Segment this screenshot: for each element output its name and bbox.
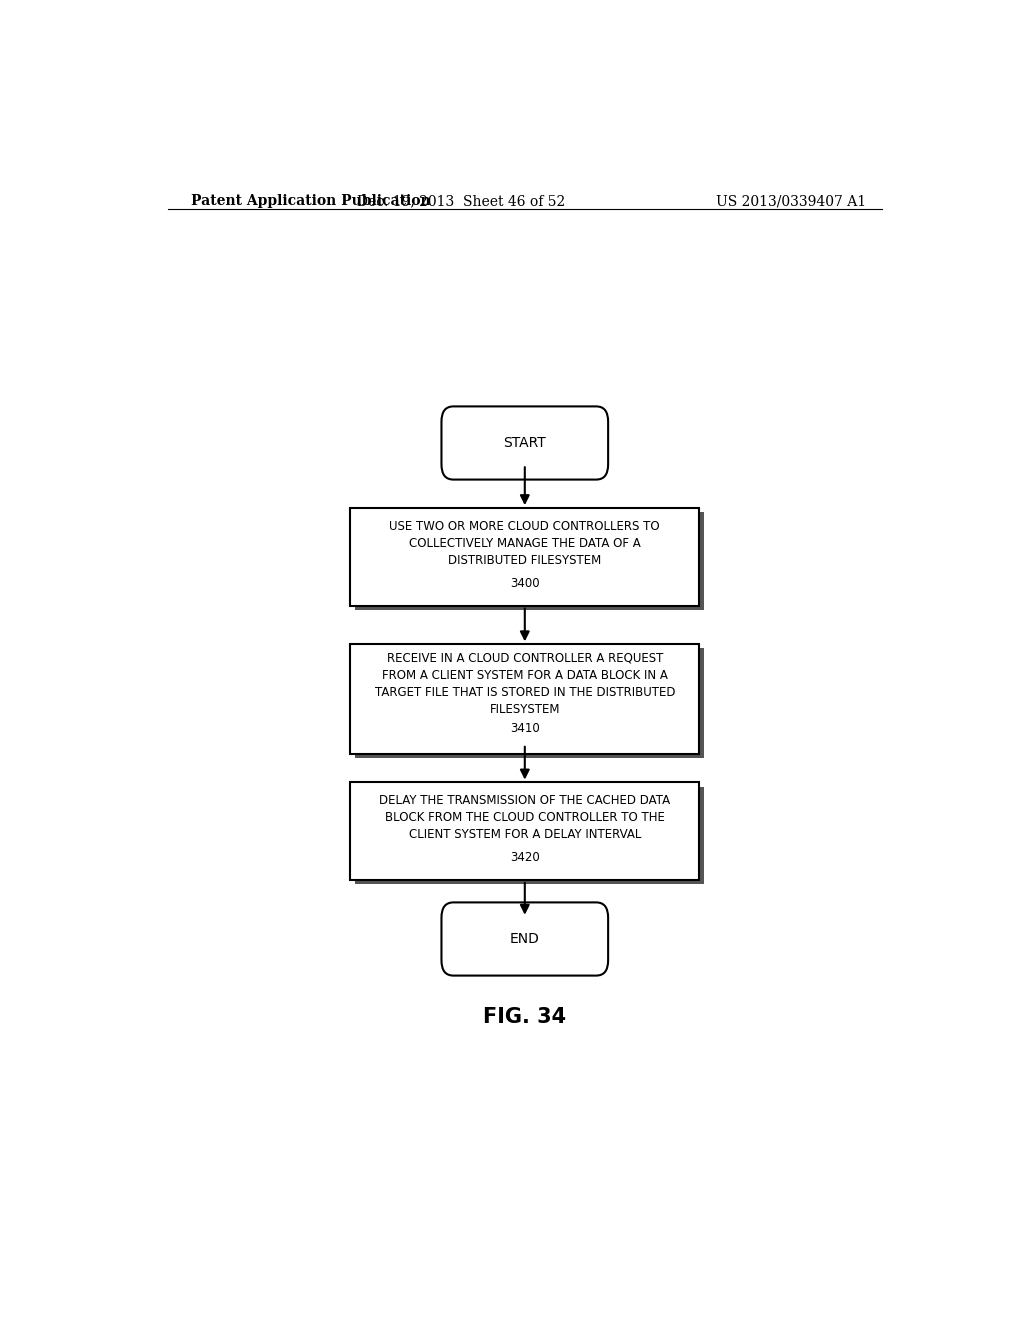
Text: DELAY THE TRANSMISSION OF THE CACHED DATA
BLOCK FROM THE CLOUD CONTROLLER TO THE: DELAY THE TRANSMISSION OF THE CACHED DAT… (379, 795, 671, 841)
Text: Patent Application Publication: Patent Application Publication (191, 194, 431, 209)
Text: RECEIVE IN A CLOUD CONTROLLER A REQUEST
FROM A CLIENT SYSTEM FOR A DATA BLOCK IN: RECEIVE IN A CLOUD CONTROLLER A REQUEST … (375, 652, 675, 715)
Text: 3410: 3410 (510, 722, 540, 735)
Text: US 2013/0339407 A1: US 2013/0339407 A1 (716, 194, 866, 209)
FancyBboxPatch shape (355, 787, 705, 884)
FancyBboxPatch shape (350, 644, 699, 754)
Text: END: END (510, 932, 540, 946)
Text: Dec. 19, 2013  Sheet 46 of 52: Dec. 19, 2013 Sheet 46 of 52 (357, 194, 565, 209)
FancyBboxPatch shape (355, 648, 705, 758)
Text: 3400: 3400 (510, 577, 540, 590)
Text: USE TWO OR MORE CLOUD CONTROLLERS TO
COLLECTIVELY MANAGE THE DATA OF A
DISTRIBUT: USE TWO OR MORE CLOUD CONTROLLERS TO COL… (389, 520, 660, 566)
FancyBboxPatch shape (441, 903, 608, 975)
FancyBboxPatch shape (355, 512, 705, 610)
FancyBboxPatch shape (350, 508, 699, 606)
Text: FIG. 34: FIG. 34 (483, 1007, 566, 1027)
FancyBboxPatch shape (441, 407, 608, 479)
Text: 3420: 3420 (510, 851, 540, 865)
Text: START: START (504, 436, 546, 450)
FancyBboxPatch shape (350, 783, 699, 880)
